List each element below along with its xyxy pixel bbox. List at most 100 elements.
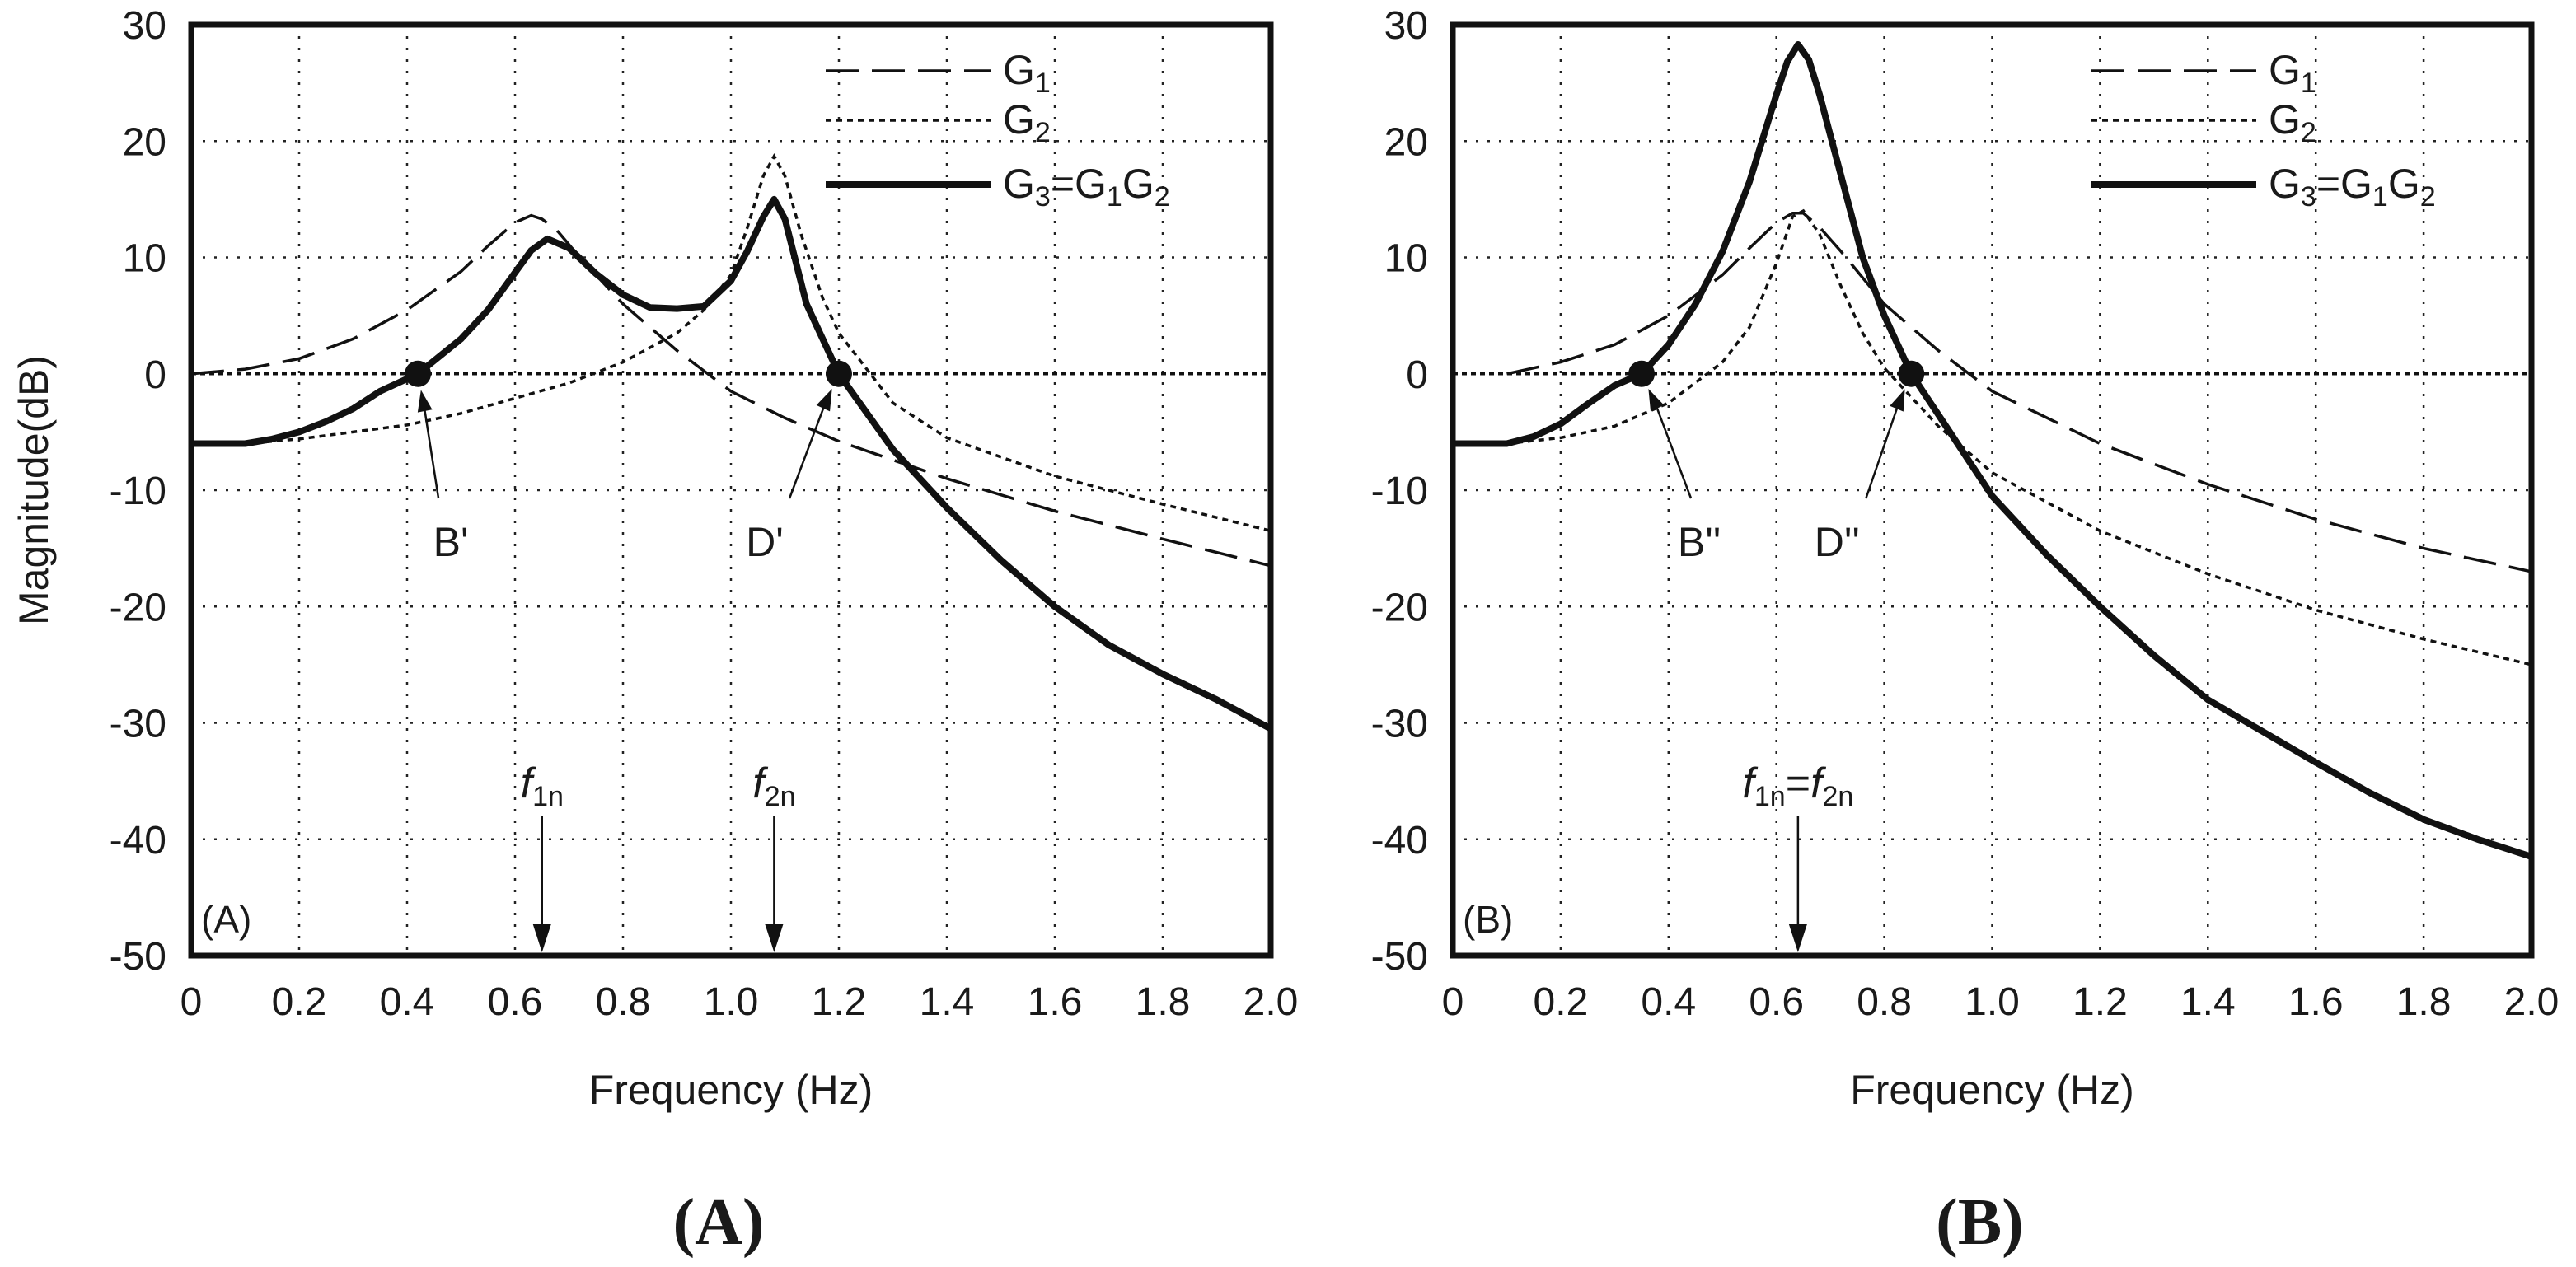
panel-b-series-g2 [1453,208,2532,666]
panel-a-crossing-marker [826,360,852,387]
panel-b-y-tick-label: -10 [1371,470,1428,513]
panel-a-crossing-marker [405,360,432,387]
panel-a-crossing-arrowhead [417,390,433,413]
panel-b-x-tick-label: 1.2 [2073,980,2128,1024]
panel-a-y-tick-label: -20 [110,586,166,629]
panel-b-crossing-arrowhead [1648,388,1665,412]
panel-a-x-tick-label: 1.8 [1136,980,1191,1024]
panel-a-x-tick-label: 1.4 [920,980,975,1024]
panel-a-freq-label: f1n [521,760,564,812]
panel-b-x-tick-label: 1.6 [2288,980,2344,1024]
panel-a-y-tick-label: -50 [110,935,166,979]
panel-b-crossing-marker [1898,360,1925,387]
panel-a-x-tick-label: 1.0 [704,980,759,1024]
panel-b-crossing-arrowhead [1890,389,1905,412]
panel-a-legend-label: G2 [1003,96,1051,148]
panel-a-y-tick-label: 20 [123,120,166,164]
panel-b-legend: G1G2 G3=G1G2 [2091,47,2436,213]
panel-a-x-tick-labels: 0 0.2 0.4 0.6 0.8 1.0 1.2 1.4 1.6 1.8 2.0 [180,980,1299,1024]
panel-b-x-tick-label: 0 [1442,980,1464,1024]
panel-b-crossing-label: B'' [1678,519,1721,565]
panel-a-x-tick-label: 0.2 [272,980,327,1024]
panel-a-series-g2 [191,152,1272,533]
panel-a-y-tick-label: -30 [110,703,166,746]
panel-a-y-tick-label: 10 [123,237,166,281]
panel-b-x-tick-label: 0.8 [1857,980,1912,1024]
panel-b-caption: (B) [1936,1186,2024,1259]
panel-b-x-tick-label: 1.4 [2180,980,2236,1024]
panel-b-legend-item-g2: G2 [2091,96,2316,148]
panel-b-x-tick-label: 2.0 [2504,980,2560,1024]
panel-b-x-tick-label: 0.4 [1641,980,1696,1024]
panel-b-frame [1450,21,2535,959]
panel-b-x-tick-label: 0.6 [1749,980,1804,1024]
panel-a: 30 20 10 0 -10 -20 -30 -40 -50 0 0.2 0.4 0.6 0.8 1.0 1… [11,4,1298,1259]
panel-a-x-tick-label: 1.6 [1028,980,1083,1024]
panel-a-freq-arrowhead [765,924,784,952]
panel-a-y-tick-labels: 30 20 10 0 -10 -20 -30 -40 -50 [110,4,166,979]
panel-b-x-axis-label: Frequency (Hz) [1850,1067,2134,1113]
panel-b-legend-label: G3=G1G2 [2269,161,2436,213]
panel-b-tag: (B) [1463,898,1513,941]
panel-b-crossing-marker [1628,360,1656,387]
panel-a-x-tick-label: 0.8 [596,980,651,1024]
panel-b-x-tick-label: 0.2 [1534,980,1589,1024]
panel-a-legend-item-g1: G1 [826,47,1051,99]
panel-b-x-tick-label: 1.0 [1965,980,2020,1024]
panel-a-tag: (A) [201,898,251,941]
panel-a-legend-item-g3: G3=G1G2 [826,161,1170,213]
panel-b-frequency-markers: f1n=f2n [1742,760,1853,952]
panel-a-legend-label: G1 [1003,47,1051,99]
panel-a-y-tick-label: 30 [123,4,166,48]
panel-b-y-tick-label: 20 [1384,120,1428,164]
panel-a-y-tick-label: 0 [144,353,166,397]
panel-a-frame [188,21,1274,959]
panel-a-freq-label: f2n [752,760,795,812]
panel-a-y-tick-label: -40 [110,819,166,863]
panel-a-crossing-arrow [423,407,440,499]
panel-b: 30 20 10 0 -10 -20 -30 -40 -50 0 0.2 0.4 0.6 0.8 1.0 1… [1371,4,2560,1259]
panel-a-crossing-label: D' [746,519,784,565]
panel-b-y-tick-labels: 30 20 10 0 -10 -20 -30 -40 -50 [1371,4,1428,979]
panel-a-y-axis-label: Magnitude(dB) [11,355,57,625]
panel-a-y-tick-label: -10 [110,470,166,513]
panel-b-y-tick-label: -50 [1371,935,1428,979]
panel-a-crossing-arrowhead [816,388,832,412]
panel-a-frequency-markers: f1n f2n [521,760,796,952]
panel-b-series-g1 [1506,212,2532,573]
panel-b-y-tick-label: 30 [1384,4,1428,48]
panel-b-points: B'' D'' [1628,360,1925,565]
panel-a-crossing-arrow [788,404,826,499]
panel-b-x-tick-labels: 0 0.2 0.4 0.6 0.8 1.0 1.2 1.4 1.6 1.8 2.0 [1442,980,2560,1024]
panel-a-points: B' D' [405,360,852,565]
panel-a-series-g3 [191,195,1272,732]
panel-b-freq-label: f1n=f2n [1742,760,1853,812]
panel-b-series-g3 [1453,41,2533,860]
panel-a-x-axis-label: Frequency (Hz) [589,1067,873,1113]
panel-b-legend-label: G1 [2269,47,2316,99]
panel-a-freq-arrowhead [532,924,551,952]
panel-b-crossing-arrow [1865,405,1899,499]
panel-a-x-tick-label: 0.4 [380,980,435,1024]
panel-a-x-tick-label: 0 [180,980,203,1024]
panel-b-y-tick-label: -20 [1371,586,1428,629]
panel-b-freq-arrowhead [1788,924,1807,952]
panel-b-x-tick-label: 1.8 [2396,980,2452,1024]
panel-b-crossing-arrow [1655,404,1693,499]
panel-a-legend-item-g2: G2 [826,96,1051,148]
panel-a-x-tick-label: 2.0 [1244,980,1299,1024]
panel-a-legend: G1G2 G3=G1G2 [826,47,1170,213]
panel-a-caption: (A) [672,1186,764,1259]
panel-b-y-tick-label: 0 [1406,353,1428,397]
panel-b-y-tick-label: -40 [1371,819,1428,863]
panel-b-legend-label: G2 [2269,96,2316,148]
panel-b-legend-item-g3: G3=G1G2 [2091,161,2436,213]
panel-b-y-tick-label: 10 [1384,237,1428,281]
panel-b-y-tick-label: -30 [1371,703,1428,746]
panel-b-crossing-label: D'' [1815,519,1860,565]
panel-b-legend-item-g1: G1 [2091,47,2316,99]
panel-a-x-tick-label: 0.6 [488,980,543,1024]
panel-a-legend-label: G3=G1G2 [1003,161,1170,213]
panel-a-crossing-label: B' [433,519,469,565]
